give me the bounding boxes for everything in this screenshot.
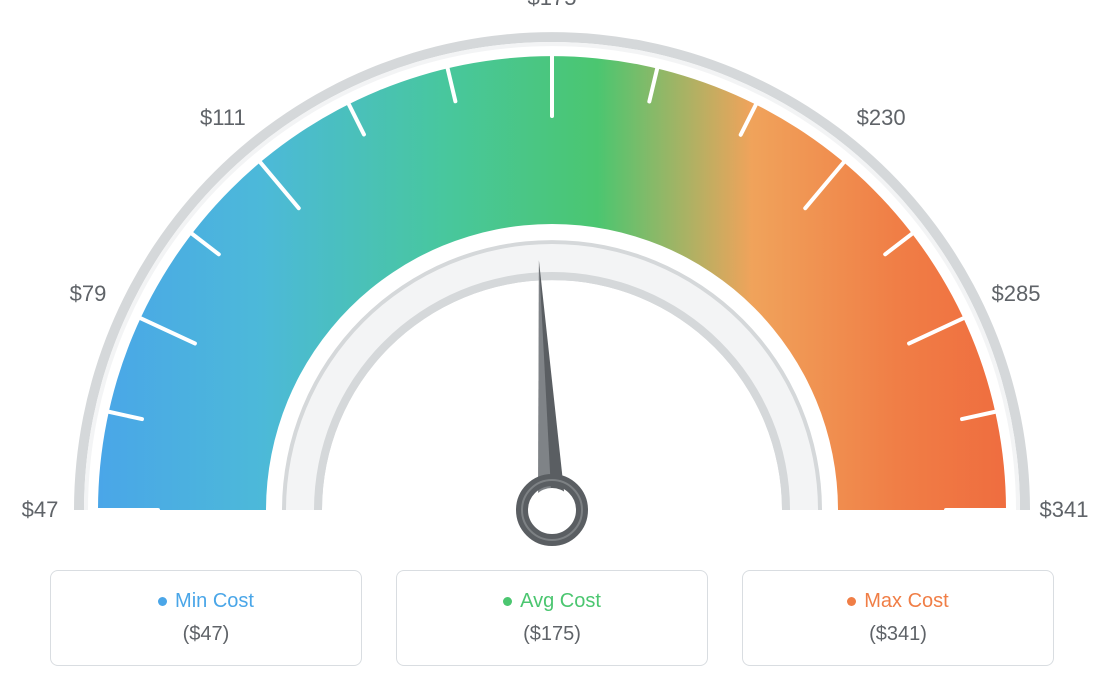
dot-icon (847, 597, 856, 606)
legend-title-text: Max Cost (864, 590, 948, 613)
gauge-tick-label: $230 (857, 105, 906, 131)
legend-title-text: Min Cost (175, 590, 254, 613)
legend-card-min: Min Cost ($47) (50, 570, 362, 666)
legend-value-max: ($341) (869, 623, 927, 646)
gauge-tick-label: $175 (528, 0, 577, 11)
gauge-tick-label: $285 (992, 281, 1041, 307)
gauge-svg (0, 0, 1104, 560)
gauge-tick-label: $341 (1040, 497, 1089, 523)
dot-icon (503, 597, 512, 606)
legend-row: Min Cost ($47) Avg Cost ($175) Max Cost … (0, 570, 1104, 666)
legend-title-min: Min Cost (158, 590, 254, 613)
legend-value-min: ($47) (183, 623, 230, 646)
legend-title-max: Max Cost (847, 590, 948, 613)
gauge-tick-label: $79 (70, 281, 107, 307)
legend-card-max: Max Cost ($341) (742, 570, 1054, 666)
dot-icon (158, 597, 167, 606)
legend-card-avg: Avg Cost ($175) (396, 570, 708, 666)
legend-title-avg: Avg Cost (503, 590, 601, 613)
gauge-tick-label: $111 (200, 105, 246, 131)
legend-title-text: Avg Cost (520, 590, 601, 613)
gauge-tick-label: $47 (22, 497, 59, 523)
gauge-chart: $47 $79 $111 $175 $230 $285 $341 (0, 0, 1104, 560)
legend-value-avg: ($175) (523, 623, 581, 646)
